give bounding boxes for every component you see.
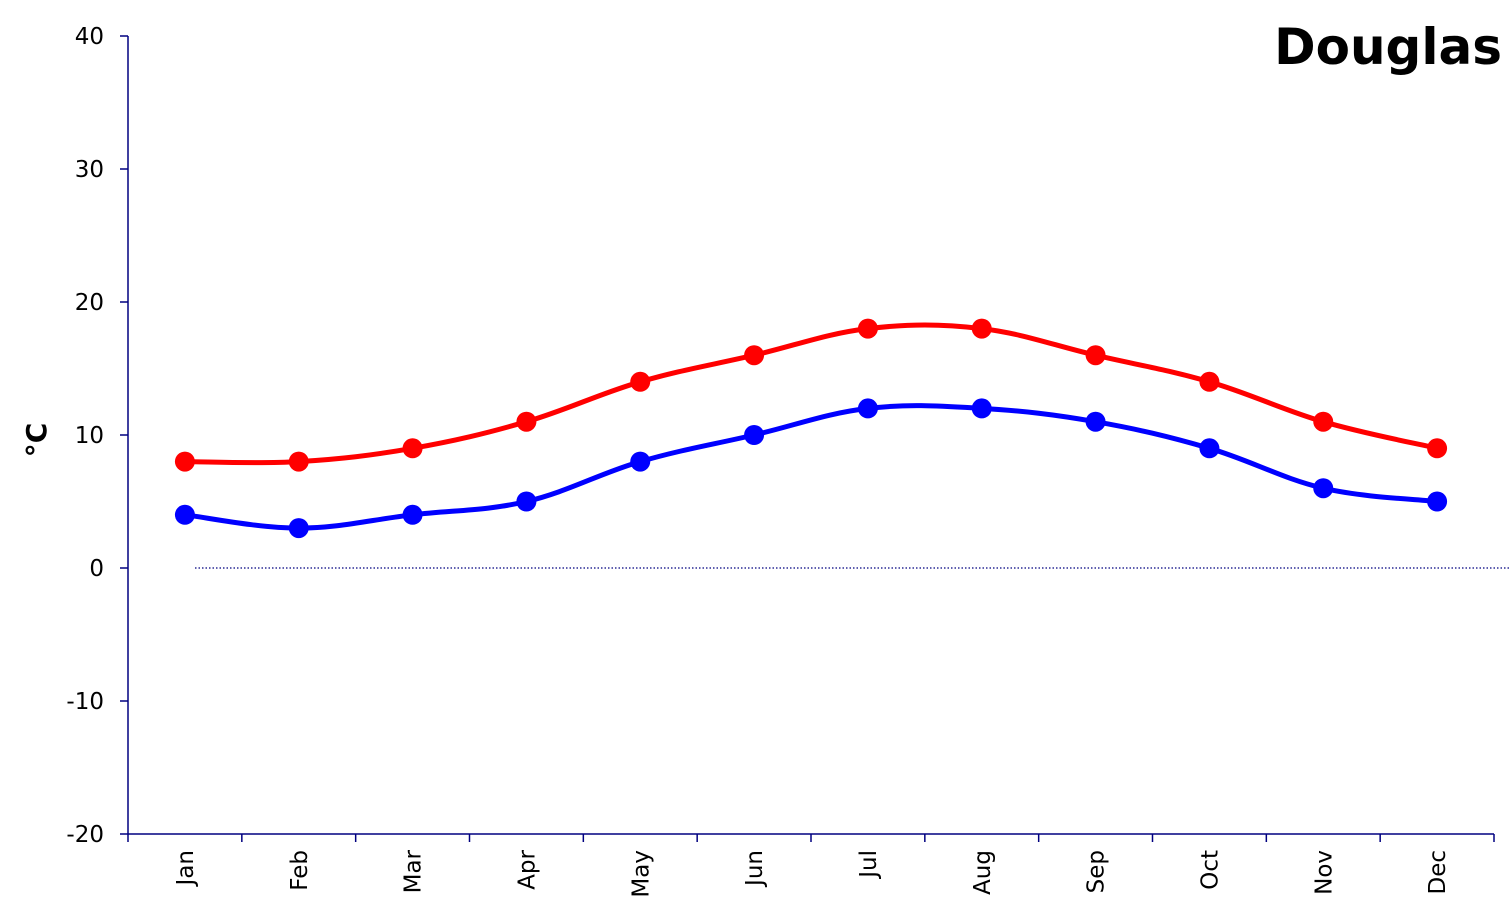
- data-point-may: [630, 451, 651, 472]
- data-point-jan: [174, 504, 195, 525]
- data-point-dec: [1427, 491, 1448, 512]
- series-line: [184, 322, 1438, 466]
- data-point-jan: [174, 451, 195, 472]
- y-tick-label: 30: [75, 157, 104, 183]
- data-point-aug: [971, 398, 992, 419]
- x-tick-label: Dec: [1425, 850, 1451, 895]
- x-tick-label: Sep: [1084, 850, 1110, 893]
- y-tick-label: 0: [89, 556, 104, 582]
- data-point-nov: [1313, 411, 1334, 432]
- y-tick-label: 10: [75, 423, 104, 449]
- x-tick-label: Oct: [1197, 850, 1223, 890]
- data-point-feb: [288, 518, 309, 539]
- x-axis-ticks: Jan Feb Mar Apr May Jun Jul Aug Sep Oct Nov Dec: [127, 834, 1495, 898]
- y-tick-label: -20: [66, 822, 104, 848]
- data-point-jun: [744, 345, 765, 366]
- data-point-sep: [1085, 345, 1106, 366]
- x-tick-label: Jul: [856, 850, 882, 880]
- data-point-apr: [516, 411, 537, 432]
- y-axis-label: °C: [20, 423, 53, 458]
- series-group: [174, 318, 1448, 539]
- data-point-aug: [971, 318, 992, 339]
- y-tick-label: -10: [66, 689, 104, 715]
- y-tick-label: 20: [75, 290, 104, 316]
- x-tick-label: Nov: [1311, 850, 1337, 895]
- x-tick-label: Jan: [173, 850, 199, 887]
- chart-title: Douglas: [1274, 18, 1502, 76]
- x-tick-label: May: [628, 850, 654, 898]
- series-1: [174, 318, 1448, 472]
- data-point-jun: [744, 425, 765, 445]
- data-point-feb: [288, 451, 309, 472]
- data-point-jul: [857, 318, 878, 339]
- x-tick-label: Mar: [401, 849, 427, 893]
- data-point-may: [630, 371, 651, 392]
- y-tick-label: 40: [75, 24, 104, 50]
- y-axis-ticks: 40 30 20 10 0 -10 -20: [66, 24, 128, 848]
- data-point-oct: [1199, 371, 1220, 392]
- data-point-mar: [402, 438, 423, 459]
- x-tick-label: Feb: [287, 850, 313, 891]
- series-2: [174, 398, 1448, 539]
- data-point-mar: [402, 504, 423, 525]
- data-point-apr: [516, 491, 537, 512]
- data-point-jul: [857, 398, 878, 419]
- x-tick-label: Apr: [514, 849, 540, 889]
- data-point-sep: [1085, 411, 1106, 432]
- axes: [127, 36, 1510, 835]
- data-point-oct: [1199, 438, 1220, 459]
- x-tick-label: Aug: [970, 850, 996, 895]
- data-point-dec: [1427, 438, 1448, 459]
- x-tick-label: Jun: [742, 850, 768, 888]
- data-point-nov: [1313, 478, 1334, 499]
- series-line: [184, 403, 1438, 531]
